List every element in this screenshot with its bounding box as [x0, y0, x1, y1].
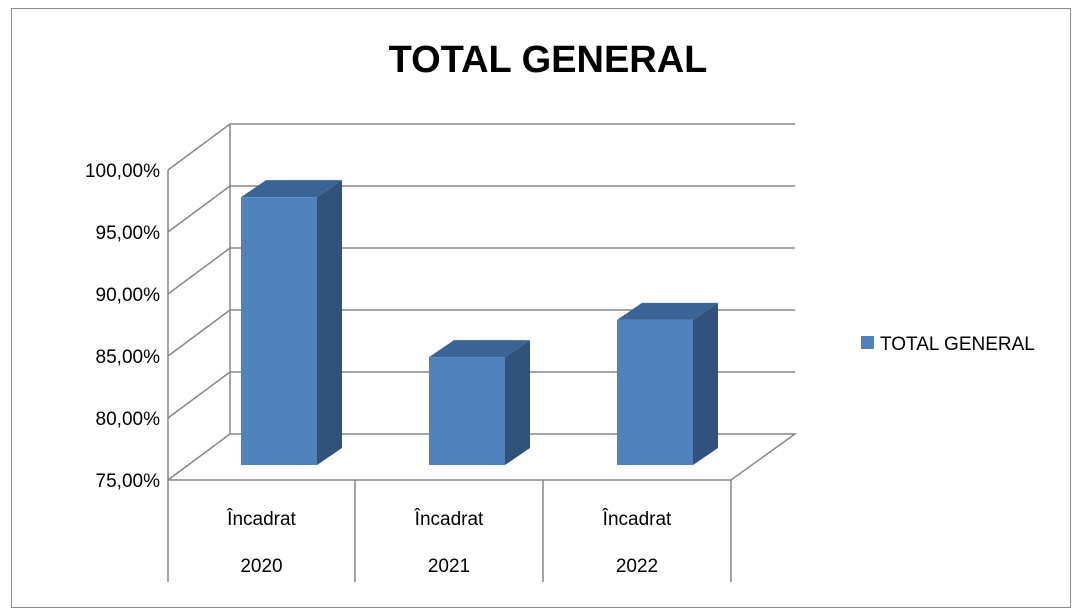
gridline-diagonal — [167, 185, 231, 233]
bar-side — [505, 340, 530, 465]
gridline-diagonal — [167, 309, 231, 357]
bar-side — [693, 302, 718, 465]
chart-title: TOTAL GENERAL — [389, 39, 708, 81]
y-tick-label: 75,00% — [96, 471, 161, 492]
bars — [241, 180, 718, 465]
x-category-label: Încadrat — [602, 508, 672, 530]
y-tick-label: 100,00% — [85, 161, 160, 182]
legend-label: TOTAL GENERAL — [880, 334, 1035, 355]
y-axis-ticks: 75,00% 80,00% 85,00% 90,00% 95,00% 100,00% — [85, 161, 160, 492]
x-axis: Încadrat 2020 Încadrat 2021 Încadrat 2022 — [167, 480, 732, 582]
bar-front — [617, 319, 693, 465]
x-group-label: 2020 — [240, 556, 282, 577]
y-tick-label: 85,00% — [96, 347, 161, 368]
bar — [429, 340, 530, 465]
x-group-label: 2022 — [616, 556, 658, 577]
bar — [241, 180, 342, 465]
bar — [617, 302, 718, 465]
bar-top — [241, 180, 342, 198]
legend-swatch — [861, 336, 874, 349]
bar-top — [429, 340, 530, 358]
x-category-label: Încadrat — [226, 508, 296, 530]
gridline-diagonal — [167, 247, 231, 295]
bar-side — [317, 180, 342, 465]
x-category-label: Încadrat — [414, 508, 484, 530]
x-group-label: 2021 — [428, 556, 470, 577]
legend: TOTAL GENERAL — [861, 334, 1035, 355]
y-tick-label: 90,00% — [96, 285, 161, 306]
bar-front — [241, 197, 317, 465]
bar-top — [617, 302, 718, 320]
gridline-diagonal — [167, 371, 231, 419]
bar-front — [429, 357, 505, 465]
y-tick-label: 95,00% — [96, 223, 161, 244]
gridline-diagonal — [167, 123, 231, 171]
y-tick-label: 80,00% — [96, 409, 161, 430]
